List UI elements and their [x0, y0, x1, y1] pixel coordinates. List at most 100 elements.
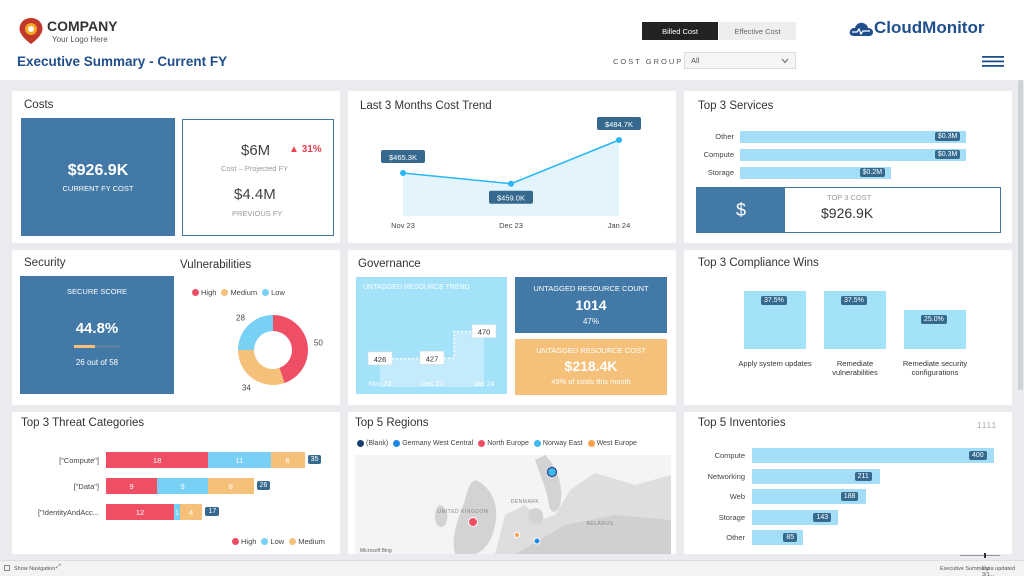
threat-total: 17	[205, 507, 220, 516]
donut-slice[interactable]	[273, 315, 308, 384]
service-label: Compute	[703, 150, 734, 159]
scrollbar-thumb[interactable]	[1018, 80, 1023, 390]
untagged-trend-data-label: 426	[374, 355, 387, 364]
region-marker-germany-west-central[interactable]	[533, 537, 541, 545]
legend-label[interactable]: Norway East	[542, 440, 583, 447]
untagged-trend-label: UNTAGGED RESOURCE TREND	[363, 284, 470, 291]
vulnerabilities-legend: High Medium Low	[187, 288, 285, 297]
threat-segment[interactable]: 12	[106, 504, 175, 520]
legend-dot	[221, 289, 229, 296]
hamburger-menu-icon[interactable]	[982, 56, 1004, 67]
legend-dot	[232, 538, 239, 545]
navigation-toggle-icon[interactable]	[4, 565, 10, 571]
page-scrollbar[interactable]	[1018, 80, 1023, 550]
legend-label[interactable]: West Europe	[596, 440, 637, 447]
zoom-slider-handle[interactable]	[984, 553, 986, 558]
cost-trend-area	[403, 140, 619, 216]
compliance-card: Top 3 Compliance Wins 37.5% Apply system …	[684, 250, 1012, 405]
regions-card: Top 5 Regions (Blank) Germany West Centra…	[348, 412, 676, 554]
service-label: Other	[715, 132, 734, 141]
donut-slice[interactable]	[238, 350, 285, 385]
legend-label[interactable]: Low	[271, 288, 285, 297]
legend-label[interactable]: Medium	[230, 288, 258, 297]
legend-label[interactable]: North Europe	[487, 440, 529, 447]
legend-dot	[393, 440, 401, 447]
secure-score-tile: SECURE SCORE 44.8% 26 out of 58	[20, 276, 174, 394]
effective-cost-toggle[interactable]: Effective Cost	[719, 22, 796, 40]
threat-total: 26	[256, 481, 271, 490]
threat-segment[interactable]: 9	[157, 478, 209, 494]
dollar-icon: $	[697, 188, 785, 232]
threat-category-label: ["Data"]	[73, 482, 99, 491]
inventory-bar[interactable]	[752, 489, 866, 504]
top3-cost-value: $926.9K	[821, 205, 874, 221]
untagged-cost-tile: UNTAGGED RESOURCE COST $218.4K 49% of co…	[515, 339, 667, 395]
untagged-cost-value: $218.4K	[564, 358, 618, 374]
threat-segment[interactable]: 8	[208, 478, 254, 494]
threat-segment[interactable]: 18	[106, 452, 209, 468]
regions-legend: (Blank) Germany West Central North Europe N…	[352, 440, 637, 447]
untagged-trend-label-bg	[419, 351, 445, 365]
billed-cost-toggle[interactable]: Billed Cost	[642, 22, 718, 40]
legend-label[interactable]: High	[241, 537, 257, 546]
donut-slice[interactable]	[238, 315, 273, 350]
inventory-value: 188	[840, 492, 859, 501]
brand-name: CloudMonitor	[874, 18, 985, 37]
service-bar[interactable]	[740, 131, 966, 143]
status-bar: Show Navigation ⤢ Executive Summary Data…	[0, 553, 1024, 576]
cost-trend-point[interactable]	[400, 169, 406, 176]
projected-cost-tile: $6M ▲ 31% Cost – Projected FY $4.4M PREV…	[182, 119, 334, 236]
threat-segment[interactable]: 4	[179, 504, 203, 520]
page-title: Executive Summary - Current FY	[17, 54, 228, 69]
threat-segment[interactable]: 1	[174, 504, 180, 520]
compliance-value: 37.5%	[841, 295, 867, 305]
current-fy-cost-tile: $926.9K CURRENT FY COST	[21, 118, 175, 236]
expand-icon[interactable]: ⤢	[56, 564, 61, 570]
cost-group-select[interactable]: All	[684, 52, 796, 69]
legend-label[interactable]: (Blank)	[366, 440, 389, 447]
donut-data-label: 34	[242, 384, 251, 393]
cost-trend-point[interactable]	[508, 180, 514, 187]
show-navigation-link[interactable]: Show Navigation	[14, 566, 56, 572]
inventories-tag: 1111	[977, 421, 998, 430]
compliance-value: 25.0%	[921, 315, 947, 325]
legend-dot	[533, 440, 541, 447]
cost-trend-x-tick: Nov 23	[391, 221, 415, 230]
projected-fy-label: Cost – Projected FY	[221, 164, 289, 173]
zoom-slider[interactable]	[960, 553, 1000, 558]
compliance-value: 37.5%	[761, 295, 787, 305]
inventory-bar[interactable]	[752, 468, 880, 484]
compliance-title: Top 3 Compliance Wins	[698, 257, 819, 269]
legend-label[interactable]: Medium	[298, 537, 325, 546]
legend-dot	[192, 289, 199, 296]
secure-score-bar	[74, 345, 120, 348]
untagged-trend-x-tick: Nov 23	[369, 381, 391, 388]
regions-map[interactable]: UNITED KINGDOM DENMARK BELARUS Microsoft B…	[355, 455, 671, 554]
inventory-label: Other	[726, 533, 745, 542]
threat-segment[interactable]: 6	[270, 452, 305, 468]
company-name: COMPANY	[47, 18, 118, 34]
cost-trend-x-tick: Dec 23	[499, 221, 523, 230]
header: COMPANY Your Logo Here Executive Summary…	[0, 0, 1024, 80]
legend-label[interactable]: High	[201, 288, 217, 297]
inventory-value: 400	[968, 451, 987, 460]
service-bar[interactable]	[740, 149, 966, 161]
service-value: $0.3M	[934, 132, 961, 141]
untagged-trend-label-bg	[471, 324, 497, 338]
region-marker-norway-east[interactable]	[546, 466, 558, 478]
cost-group-value: All	[691, 56, 700, 65]
legend-label[interactable]: Germany West Central	[402, 440, 474, 447]
threat-segment[interactable]: 11	[208, 452, 271, 468]
inventory-bar[interactable]	[752, 448, 994, 463]
threat-category-label: ["Compute"]	[59, 456, 99, 465]
projected-change-badge: ▲ 31%	[289, 144, 322, 155]
untagged-count-pct: 47%	[582, 317, 599, 326]
security-card: Security SECURE SCORE 44.8% 26 out of 58…	[12, 250, 340, 405]
service-bar[interactable]	[740, 167, 891, 179]
region-marker-north-europe[interactable]	[468, 517, 478, 527]
region-marker-west-europe[interactable]	[514, 532, 520, 538]
cost-trend-point[interactable]	[616, 137, 622, 144]
inventory-label: Storage	[718, 512, 745, 522]
threat-segment[interactable]: 9	[106, 478, 158, 494]
legend-label[interactable]: Low	[270, 537, 285, 546]
